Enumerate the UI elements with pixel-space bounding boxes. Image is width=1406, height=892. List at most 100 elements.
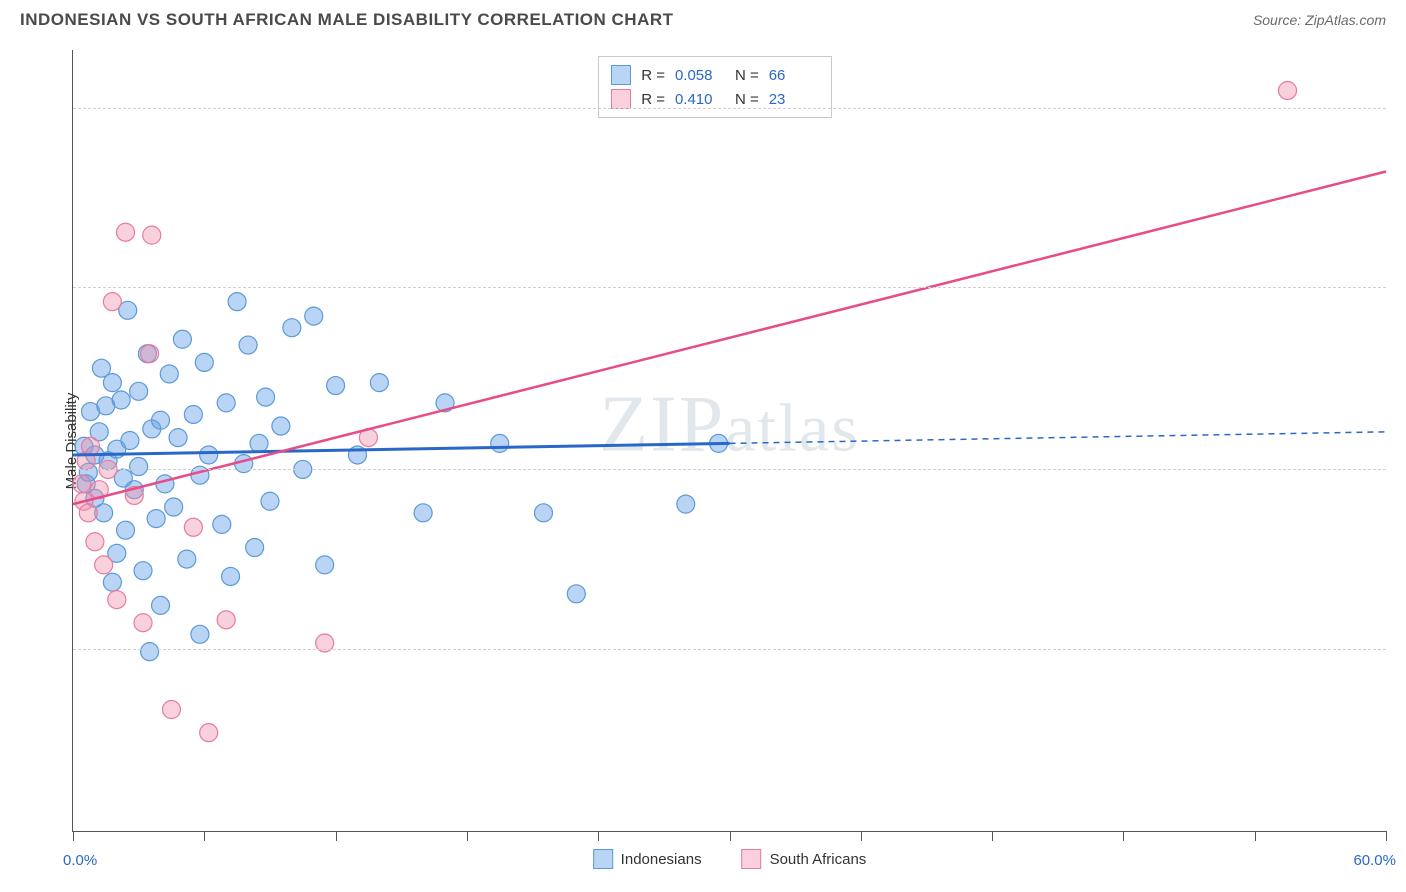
swatch-indonesians-bottom xyxy=(593,849,613,869)
scatter-point xyxy=(217,394,235,412)
swatch-indonesians xyxy=(611,65,631,85)
scatter-point xyxy=(200,446,218,464)
scatter-point xyxy=(414,504,432,522)
chart-title: INDONESIAN VS SOUTH AFRICAN MALE DISABIL… xyxy=(20,10,674,30)
scatter-point xyxy=(152,411,170,429)
scatter-point xyxy=(491,434,509,452)
scatter-point xyxy=(178,550,196,568)
scatter-point xyxy=(141,643,159,661)
scatter-point xyxy=(79,504,97,522)
scatter-point xyxy=(103,573,121,591)
chart-plot-area: Male Disability ZIPatlas R = 0.058 N = 6… xyxy=(72,50,1386,832)
x-tick xyxy=(861,831,862,841)
scatter-point xyxy=(184,518,202,536)
scatter-point xyxy=(272,417,290,435)
trend-line-extrapolated xyxy=(730,432,1387,444)
n-label: N = xyxy=(735,67,759,84)
y-tick-label: 25.0% xyxy=(1396,99,1406,116)
scatter-point xyxy=(239,336,257,354)
scatter-point xyxy=(108,591,126,609)
x-tick xyxy=(73,831,74,841)
scatter-point xyxy=(95,556,113,574)
scatter-point xyxy=(117,521,135,539)
scatter-point xyxy=(173,330,191,348)
scatter-point xyxy=(370,374,388,392)
legend-item-indonesians: Indonesians xyxy=(593,849,702,869)
x-tick xyxy=(467,831,468,841)
scatter-point xyxy=(316,556,334,574)
n-label: N = xyxy=(735,91,759,108)
scatter-point xyxy=(130,458,148,476)
series-legend: Indonesians South Africans xyxy=(593,849,867,869)
scatter-point xyxy=(184,405,202,423)
source-attribution: Source: ZipAtlas.com xyxy=(1253,12,1386,28)
gridline xyxy=(73,287,1386,288)
scatter-point xyxy=(147,510,165,528)
n-value-indonesians: 66 xyxy=(769,67,819,84)
scatter-point xyxy=(534,504,552,522)
x-axis-min-label: 0.0% xyxy=(63,852,97,869)
scatter-point xyxy=(195,353,213,371)
scatter-point xyxy=(156,475,174,493)
scatter-point xyxy=(169,429,187,447)
x-axis-max-label: 60.0% xyxy=(1353,852,1396,869)
gridline xyxy=(73,108,1386,109)
x-tick xyxy=(336,831,337,841)
scatter-point xyxy=(103,374,121,392)
gridline xyxy=(73,469,1386,470)
x-tick xyxy=(598,831,599,841)
scatter-point xyxy=(228,293,246,311)
r-value-south-africans: 0.410 xyxy=(675,91,725,108)
x-tick xyxy=(1255,831,1256,841)
scatter-point xyxy=(143,226,161,244)
trend-line xyxy=(73,443,730,455)
r-label: R = xyxy=(641,67,665,84)
scatter-point xyxy=(162,701,180,719)
scatter-point xyxy=(117,223,135,241)
scatter-point xyxy=(134,562,152,580)
source-prefix: Source: xyxy=(1253,12,1305,28)
trend-line xyxy=(73,171,1386,504)
scatter-point xyxy=(246,539,264,557)
scatter-point xyxy=(130,382,148,400)
scatter-point xyxy=(1279,81,1297,99)
scatter-point xyxy=(191,625,209,643)
scatter-point xyxy=(217,611,235,629)
scatter-point xyxy=(73,475,91,493)
scatter-point xyxy=(567,585,585,603)
x-tick xyxy=(1123,831,1124,841)
r-value-indonesians: 0.058 xyxy=(675,67,725,84)
scatter-point xyxy=(160,365,178,383)
scatter-point xyxy=(213,515,231,533)
n-value-south-africans: 23 xyxy=(769,91,819,108)
swatch-south-africans-bottom xyxy=(742,849,762,869)
scatter-point xyxy=(86,533,104,551)
swatch-south-africans xyxy=(611,89,631,109)
scatter-point xyxy=(134,614,152,632)
scatter-point xyxy=(283,319,301,337)
gridline xyxy=(73,649,1386,650)
scatter-point xyxy=(141,345,159,363)
y-tick-label: 6.3% xyxy=(1396,640,1406,657)
scatter-point xyxy=(327,377,345,395)
x-tick xyxy=(204,831,205,841)
legend-row-indonesians: R = 0.058 N = 66 xyxy=(611,63,819,87)
scatter-point xyxy=(257,388,275,406)
scatter-point xyxy=(103,293,121,311)
r-label: R = xyxy=(641,91,665,108)
x-tick xyxy=(992,831,993,841)
scatter-plot-svg xyxy=(73,50,1386,831)
scatter-point xyxy=(305,307,323,325)
scatter-point xyxy=(121,432,139,450)
scatter-point xyxy=(165,498,183,516)
source-name: ZipAtlas.com xyxy=(1305,12,1386,28)
legend-label-south-africans: South Africans xyxy=(770,851,867,868)
scatter-point xyxy=(261,492,279,510)
scatter-point xyxy=(250,434,268,452)
y-tick-label: 12.5% xyxy=(1396,461,1406,478)
x-tick xyxy=(1386,831,1387,841)
scatter-point xyxy=(222,567,240,585)
scatter-point xyxy=(200,724,218,742)
scatter-point xyxy=(677,495,695,513)
legend-item-south-africans: South Africans xyxy=(742,849,867,869)
